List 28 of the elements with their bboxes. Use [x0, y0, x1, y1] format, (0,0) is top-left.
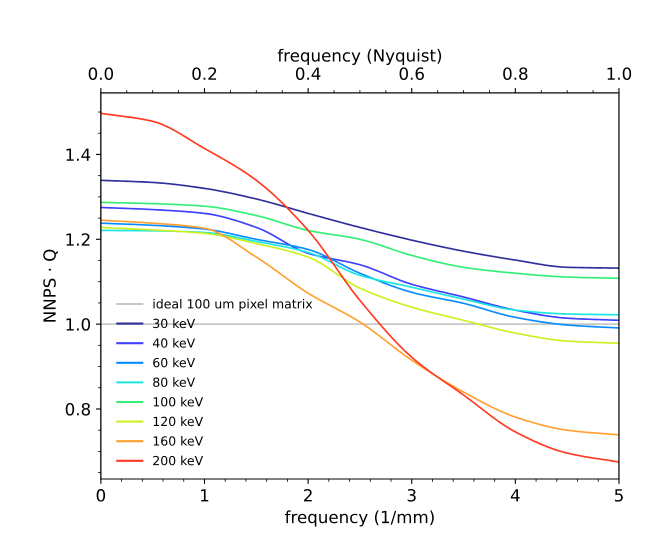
y-tick-label: 1.4 — [66, 148, 90, 161]
x2-tick-label: 0.0 — [88, 67, 114, 80]
x-axis-title: frequency (1/mm) — [285, 510, 434, 527]
legend-label: 40 keV — [152, 338, 196, 348]
legend-label: 120 keV — [154, 416, 204, 426]
legend-label: 60 keV — [153, 358, 196, 368]
x2-tick-label: 0.8 — [503, 67, 528, 80]
x-tick-label: 2 — [304, 489, 312, 502]
y-tick-label: 1.0 — [66, 318, 90, 331]
y-tick-label: 0.8 — [66, 402, 90, 416]
legend-label: 30 keV — [153, 318, 196, 328]
x-tick-label: 5 — [614, 489, 623, 502]
legend-label: 80 keV — [153, 377, 196, 387]
legend-label: 160 keV — [154, 436, 204, 446]
legend-label: 200 keV — [153, 456, 204, 466]
x2-tick-label: 0.2 — [192, 67, 216, 80]
x2-tick-label: 0.4 — [296, 67, 320, 80]
legend-label: 100 keV — [154, 396, 204, 407]
x-tick-label: 3 — [408, 489, 416, 502]
x2-tick-label: 0.6 — [400, 67, 424, 80]
legend-label: ideal 100 um pixel matrix — [153, 298, 312, 311]
x-tick-label: 1 — [201, 489, 208, 502]
y-axis-title: NNPS · Q — [43, 250, 58, 322]
x-tick-label: 4 — [510, 489, 520, 502]
x-tick-label: 0 — [96, 489, 106, 502]
x2-axis-title: frequency (Nyquist) — [278, 48, 442, 65]
x2-tick-label: 1.0 — [608, 67, 632, 80]
y-tick-label: 1.2 — [66, 233, 90, 246]
